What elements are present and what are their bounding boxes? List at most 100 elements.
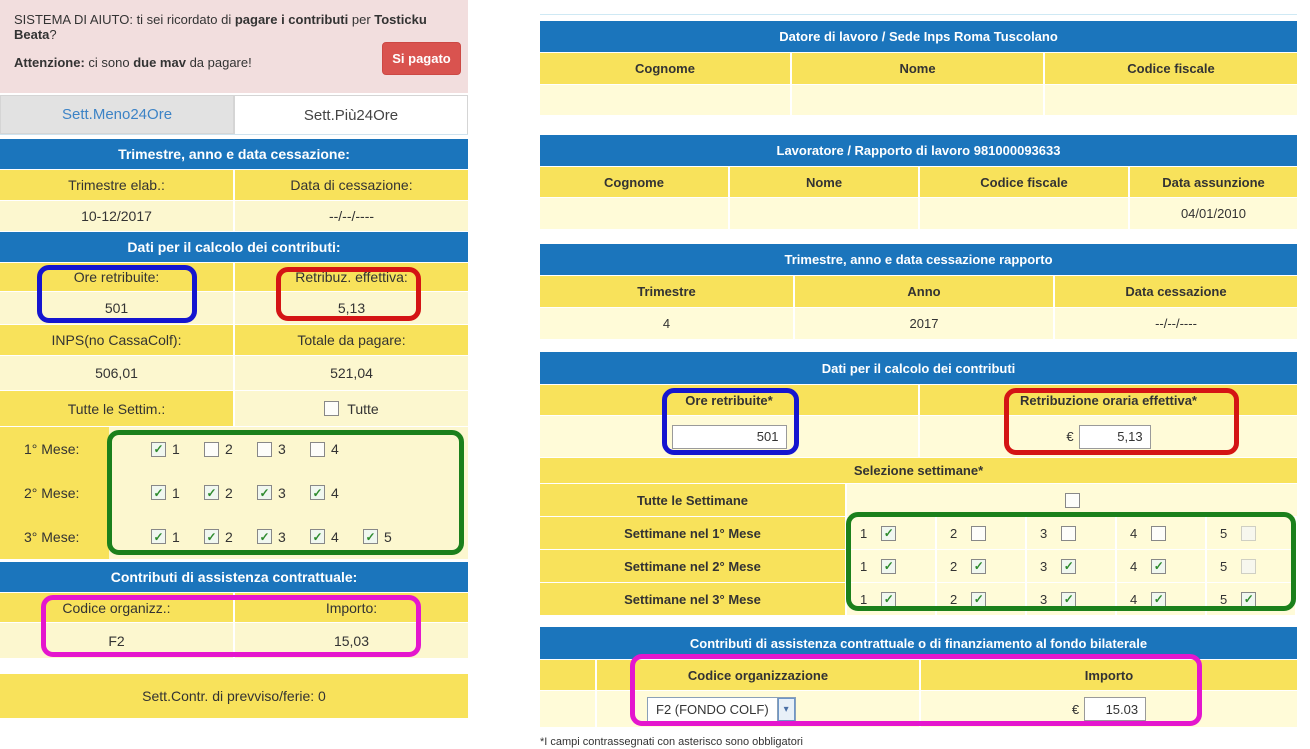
week-checkbox[interactable]: [204, 529, 219, 544]
ore-retribuite-input[interactable]: [671, 424, 787, 449]
data-cessazione-value: --/--/----: [235, 201, 468, 231]
week-option: 2: [937, 517, 1025, 549]
week-checkbox[interactable]: [257, 441, 272, 457]
week-checkbox[interactable]: [363, 529, 378, 544]
codice-organizz-value: F2: [0, 623, 233, 658]
tab-sett-meno24ore[interactable]: Sett.Meno24Ore: [0, 95, 234, 134]
help-text: ?: [49, 27, 57, 42]
settimane-mese2-weeks: 1 2 3 4 5: [847, 550, 1297, 582]
week-checkbox[interactable]: [1151, 591, 1167, 607]
spacer-cell: [540, 691, 595, 727]
importo-input[interactable]: [1084, 697, 1147, 721]
week-checkbox[interactable]: [881, 558, 897, 574]
spacer-cell: [540, 660, 595, 690]
col-header-codice-fiscale: Codice fiscale: [920, 167, 1128, 197]
ore-retribuite-label: Ore retribuite*: [540, 385, 918, 415]
week-checkbox[interactable]: [310, 485, 325, 500]
week-checkbox[interactable]: [204, 485, 219, 500]
week-number-label: 4: [1130, 558, 1138, 574]
codice-organizzazione-select[interactable]: F2 (FONDO COLF) ▾: [647, 696, 796, 722]
ore-retribuite-cell: [540, 416, 918, 457]
week-checkbox[interactable]: [151, 485, 166, 500]
week-checkbox[interactable]: [257, 485, 272, 500]
section-header-assistenza: Contributi di assistenza contrattuale:: [0, 562, 468, 592]
inps-label: INPS(no CassaColf):: [0, 325, 233, 355]
week-checkbox[interactable]: [1241, 558, 1257, 574]
week-checkbox[interactable]: [881, 591, 897, 607]
week-option: 3: [257, 485, 310, 501]
week-option: 4: [310, 529, 363, 545]
datore-header: Datore di lavoro / Sede Inps Roma Tuscol…: [540, 21, 1297, 52]
week-checkbox[interactable]: [204, 441, 219, 457]
week-number-label: 5: [384, 528, 392, 545]
si-pagato-button[interactable]: Si pagato: [382, 42, 461, 75]
week-checkbox[interactable]: [881, 525, 897, 541]
week-checkbox[interactable]: [1061, 525, 1077, 541]
week-option: 5: [363, 529, 416, 545]
week-checkbox[interactable]: [971, 525, 987, 541]
dropdown-arrow-icon: ▾: [776, 697, 795, 721]
importo-cell: €: [921, 691, 1297, 727]
week-option: 5: [1207, 550, 1295, 582]
help-summary-panel: SISTEMA DI AIUTO: ti sei ricordato di pa…: [0, 0, 468, 718]
tab-sett-piu24ore[interactable]: Sett.Più24Ore: [234, 95, 468, 134]
help-warning: Attenzione: ci sono due mav da pagare!: [14, 55, 454, 70]
warning-label: Attenzione:: [14, 55, 85, 70]
tutte-settimane-checkbox[interactable]: [1064, 492, 1080, 508]
week-number-label: 3: [278, 441, 286, 457]
data-cessazione-label: Data di cessazione:: [235, 170, 468, 200]
settimane-mese3-weeks: 1 2 3 4 5: [847, 583, 1297, 615]
week-option: 4: [1117, 583, 1205, 615]
week-option: 3: [257, 441, 310, 457]
week-number-label: 3: [1040, 525, 1048, 541]
contributi-assistenza-header: Contributi di assistenza contrattuale o …: [540, 627, 1297, 659]
col-header-data-cessazione: Data cessazione: [1055, 276, 1297, 307]
week-checkbox[interactable]: [151, 441, 166, 457]
week-number-label: 5: [1220, 591, 1228, 607]
retribuzione-oraria-label: Retribuzione oraria effettiva*: [920, 385, 1297, 415]
week-checkbox[interactable]: [310, 441, 325, 457]
tutte-settim-label: Tutte le Settim.:: [0, 391, 233, 426]
week-option: 1: [151, 441, 204, 457]
codice-organizzazione-cell: F2 (FONDO COLF) ▾: [597, 691, 919, 727]
help-text: per: [348, 12, 375, 27]
week-option: 3: [257, 529, 310, 545]
week-checkbox[interactable]: [971, 591, 987, 607]
week-checkbox[interactable]: [1151, 558, 1167, 574]
week-number-label: 2: [225, 484, 233, 501]
week-checkbox[interactable]: [151, 529, 166, 544]
settimane-mese3-label: Settimane nel 3° Mese: [540, 583, 845, 615]
week-option: 1: [847, 517, 935, 549]
retribuzione-oraria-input[interactable]: [1078, 424, 1151, 449]
week-checkbox[interactable]: [1241, 525, 1257, 541]
week-number-label: 2: [950, 525, 958, 541]
week-checkbox[interactable]: [257, 529, 272, 544]
week-checkbox[interactable]: [971, 558, 987, 574]
retribuzione-oraria-cell: €: [920, 416, 1297, 457]
week-option: 4: [310, 441, 363, 457]
week-option: 2: [937, 550, 1025, 582]
worker-name: Tosticku Beata: [14, 12, 427, 42]
week-checkbox[interactable]: [1061, 558, 1077, 574]
mese3-weeks: 1 2 3 4 5: [109, 514, 468, 559]
week-number-label: 1: [860, 558, 868, 574]
col-header-cognome: Cognome: [540, 167, 728, 197]
week-option: 4: [1117, 517, 1205, 549]
week-checkbox[interactable]: [1151, 525, 1167, 541]
tutte-checkbox[interactable]: [324, 401, 340, 416]
week-number-label: 3: [278, 484, 286, 501]
warning-text-bold: due mav: [133, 55, 186, 70]
dati-calcolo-header: Dati per il calcolo dei contributi: [540, 352, 1297, 384]
week-option: 4: [1117, 550, 1205, 582]
mese3-label: 3° Mese:: [0, 514, 109, 559]
week-checkbox[interactable]: [1241, 591, 1257, 607]
week-number-label: 4: [1130, 525, 1138, 541]
inps-value: 506,01: [0, 356, 233, 390]
tab-bar: Sett.Meno24Ore Sett.Più24Ore: [0, 95, 468, 135]
week-checkbox[interactable]: [1061, 591, 1077, 607]
week-number-label: 4: [1130, 591, 1138, 607]
week-number-label: 3: [1040, 558, 1048, 574]
week-checkbox[interactable]: [310, 529, 325, 544]
section-header-dati-calcolo: Dati per il calcolo dei contributi:: [0, 232, 468, 262]
